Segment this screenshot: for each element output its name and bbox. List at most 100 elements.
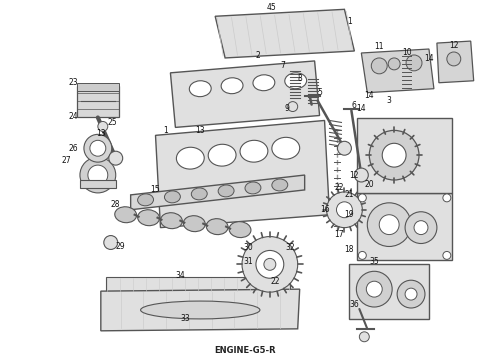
Text: 9: 9	[284, 104, 289, 113]
Circle shape	[90, 140, 106, 156]
Ellipse shape	[218, 185, 234, 197]
Text: 22: 22	[270, 277, 280, 286]
Polygon shape	[131, 175, 305, 210]
Text: 1: 1	[163, 126, 168, 135]
Text: 31: 31	[243, 257, 253, 266]
Ellipse shape	[240, 140, 268, 162]
Text: 24: 24	[68, 112, 78, 121]
Circle shape	[337, 202, 352, 218]
Polygon shape	[361, 49, 434, 93]
Circle shape	[358, 251, 367, 260]
Polygon shape	[155, 121, 329, 228]
Circle shape	[326, 192, 362, 228]
Bar	[106, 277, 290, 292]
Circle shape	[379, 215, 399, 235]
Circle shape	[367, 281, 382, 297]
Circle shape	[109, 151, 122, 165]
Text: 32: 32	[285, 243, 294, 252]
Text: 3: 3	[387, 96, 392, 105]
Polygon shape	[101, 289, 300, 331]
Circle shape	[359, 332, 369, 342]
Text: 5: 5	[317, 88, 322, 97]
Text: 34: 34	[175, 271, 185, 280]
Text: 36: 36	[349, 300, 359, 309]
Ellipse shape	[138, 210, 159, 226]
Text: 16: 16	[320, 205, 329, 214]
Circle shape	[88, 165, 108, 185]
Polygon shape	[437, 41, 474, 83]
Text: 2: 2	[256, 51, 260, 60]
Circle shape	[356, 271, 392, 307]
Circle shape	[447, 52, 461, 66]
Ellipse shape	[191, 188, 207, 200]
Circle shape	[256, 251, 284, 278]
Text: 8: 8	[297, 74, 302, 83]
Circle shape	[288, 102, 298, 112]
Ellipse shape	[161, 213, 182, 229]
Text: 12: 12	[350, 171, 359, 180]
Text: 23: 23	[68, 78, 78, 87]
Text: ENGINE-G5-R: ENGINE-G5-R	[214, 346, 276, 355]
Text: 14: 14	[357, 104, 366, 113]
Circle shape	[80, 157, 116, 193]
Text: 7: 7	[280, 62, 285, 71]
Circle shape	[368, 203, 411, 247]
Text: 14: 14	[365, 91, 374, 100]
Text: 25: 25	[108, 118, 118, 127]
Circle shape	[338, 141, 351, 155]
Circle shape	[354, 168, 368, 182]
Ellipse shape	[285, 73, 307, 89]
Polygon shape	[215, 9, 354, 58]
Text: 1: 1	[347, 17, 352, 26]
Text: 19: 19	[344, 210, 354, 219]
Bar	[77, 83, 119, 91]
Text: 12: 12	[449, 41, 459, 50]
Text: 28: 28	[111, 200, 121, 209]
Circle shape	[388, 58, 400, 70]
Ellipse shape	[115, 207, 137, 223]
Circle shape	[84, 134, 112, 162]
Text: 26: 26	[68, 144, 78, 153]
Circle shape	[382, 143, 406, 167]
Text: 14: 14	[424, 54, 434, 63]
Text: 27: 27	[61, 156, 71, 165]
Polygon shape	[171, 61, 319, 127]
Circle shape	[443, 194, 451, 202]
Text: 17: 17	[335, 230, 344, 239]
Circle shape	[98, 121, 108, 131]
Ellipse shape	[272, 137, 300, 159]
Ellipse shape	[229, 222, 251, 238]
Text: 22: 22	[335, 184, 344, 193]
Circle shape	[414, 221, 428, 235]
Circle shape	[405, 288, 417, 300]
Circle shape	[104, 235, 118, 249]
Circle shape	[443, 251, 451, 260]
Text: 30: 30	[243, 243, 253, 252]
Circle shape	[358, 194, 367, 202]
Text: 13: 13	[96, 129, 106, 138]
Circle shape	[397, 280, 425, 308]
Bar	[80, 180, 116, 188]
Circle shape	[264, 258, 276, 270]
Circle shape	[405, 212, 437, 243]
Ellipse shape	[189, 81, 211, 96]
Bar	[349, 264, 429, 319]
Text: 11: 11	[374, 41, 384, 50]
Ellipse shape	[206, 219, 228, 235]
Ellipse shape	[208, 144, 236, 166]
Ellipse shape	[176, 147, 204, 169]
Text: 10: 10	[402, 49, 412, 58]
Circle shape	[242, 237, 298, 292]
Text: 6: 6	[352, 101, 357, 110]
Text: 13: 13	[196, 126, 205, 135]
Ellipse shape	[183, 216, 205, 231]
Circle shape	[369, 130, 419, 180]
Text: 29: 29	[116, 242, 125, 251]
Text: 20: 20	[365, 180, 374, 189]
Ellipse shape	[253, 75, 275, 91]
Circle shape	[371, 58, 387, 74]
Bar	[357, 118, 452, 193]
Text: 21: 21	[344, 190, 354, 199]
Ellipse shape	[245, 182, 261, 194]
Ellipse shape	[138, 194, 153, 206]
